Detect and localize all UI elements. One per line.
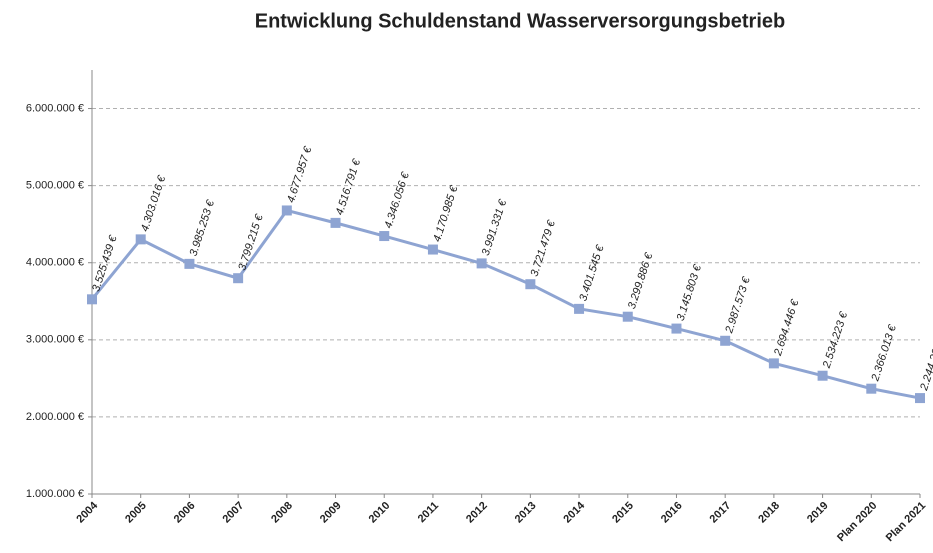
value-label: 2.987.573 € — [723, 275, 753, 336]
value-label: 3.401.545 € — [577, 243, 607, 303]
marker — [768, 358, 779, 369]
value-label: 4.170.985 € — [431, 184, 461, 244]
marker — [281, 205, 292, 216]
marker — [330, 217, 341, 228]
value-label: 3.299.886 € — [626, 251, 656, 311]
value-label: 2.244.202 € — [918, 332, 933, 393]
line — [90, 208, 921, 400]
x-tick-label: 2009 — [318, 500, 344, 526]
x-tick-label: 2006 — [172, 500, 198, 526]
marker — [476, 258, 487, 269]
marker — [671, 323, 682, 334]
marker — [622, 311, 633, 322]
y-tick-label: 5.000.000 € — [26, 180, 84, 192]
marker — [379, 231, 390, 242]
marker — [427, 244, 438, 255]
x-tick-label: 2018 — [756, 500, 782, 526]
x-tick-label: 2010 — [367, 500, 393, 526]
marker — [525, 279, 536, 290]
chart-title: Entwicklung Schuldenstand Wasserversorgu… — [255, 10, 785, 32]
y-tick-label: 6.000.000 € — [26, 102, 84, 114]
marker — [135, 234, 146, 245]
x-tick-label: 2017 — [708, 500, 734, 526]
marker — [184, 258, 195, 269]
x-tick-label: 2016 — [659, 500, 685, 526]
value-label: 3.721.479 € — [529, 218, 559, 278]
value-label: 3.145.803 € — [675, 263, 705, 323]
x-tick-label: 2013 — [513, 500, 539, 526]
x-tick-label: 2004 — [74, 499, 100, 525]
value-label: 3.985.253 € — [188, 198, 218, 258]
marker — [866, 383, 877, 394]
marker — [817, 370, 828, 381]
x-tick-label: 2007 — [220, 500, 246, 526]
value-label: 3.991.331 € — [480, 197, 510, 257]
value-label: 2.534.223 € — [820, 310, 850, 371]
value-label: 2.694.446 € — [772, 297, 802, 358]
x-tick-label: 2005 — [123, 500, 149, 526]
y-tick-label: 4.000.000 € — [26, 257, 84, 269]
x-tick-label: 2008 — [269, 500, 295, 526]
value-label: 4.677.957 € — [285, 144, 315, 204]
value-label: 2.366.013 € — [869, 323, 899, 384]
marker — [87, 294, 97, 305]
value-label: 4.516.791 € — [334, 157, 364, 217]
marker — [233, 273, 244, 284]
x-tick-label: 2012 — [464, 500, 490, 526]
x-tick-label: 2011 — [416, 500, 441, 525]
x-tick-label: 2015 — [610, 500, 636, 526]
x-tick-label: 2019 — [805, 500, 831, 526]
y-tick-label: 1.000.000 € — [26, 488, 84, 500]
marker — [574, 303, 585, 314]
x-tick-label: Plan 2021 — [884, 500, 928, 544]
value-label: 4.303.016 € — [139, 173, 169, 233]
marker — [720, 335, 731, 346]
y-tick-label: 2.000.000 € — [26, 411, 84, 423]
value-label: 4.346.056 € — [382, 170, 412, 230]
y-tick-label: 3.000.000 € — [26, 334, 84, 346]
x-tick-label: 2014 — [561, 499, 587, 525]
marker — [915, 393, 925, 404]
x-tick-label: Plan 2020 — [835, 500, 879, 544]
